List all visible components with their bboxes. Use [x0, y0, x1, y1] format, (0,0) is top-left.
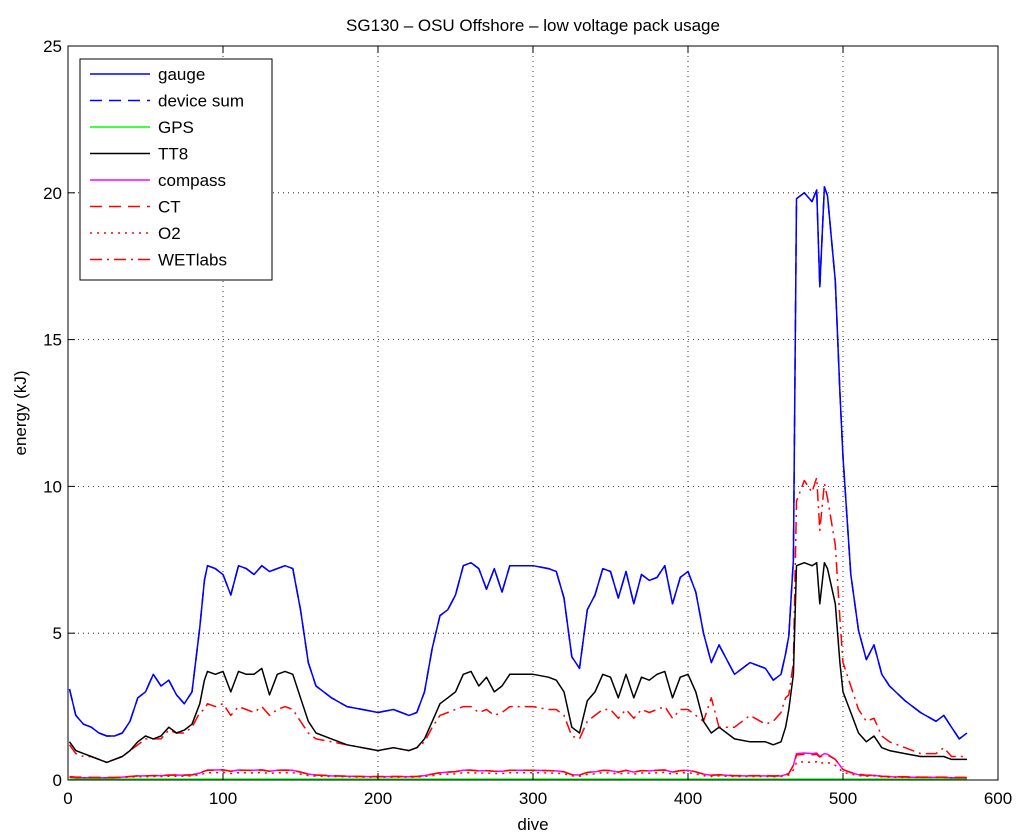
y-tick-label: 0: [53, 771, 62, 790]
series-line-gauge: [68, 186, 968, 740]
series-line-wetlabs: [68, 476, 967, 764]
legend-label: O2: [158, 224, 181, 243]
series-layer: [68, 186, 968, 780]
legend-box: [79, 58, 273, 281]
x-axis-label: dive: [517, 815, 548, 834]
x-tick-label: 300: [519, 789, 547, 808]
legend-label: compass: [158, 171, 226, 190]
x-tick-label: 100: [209, 789, 237, 808]
y-tick-label: 10: [43, 477, 62, 496]
y-tick-label: 15: [43, 331, 62, 350]
x-tick-label: 200: [364, 789, 392, 808]
y-tick-label: 20: [43, 184, 62, 203]
x-tick-label: 0: [63, 789, 72, 808]
series-line-ct: [69, 753, 967, 779]
series-line-tt8: [68, 561, 967, 764]
y-axis-label: energy (kJ): [11, 370, 30, 455]
x-tick-label: 400: [674, 789, 702, 808]
legend-label: WETlabs: [158, 251, 227, 270]
x-tick-label: 500: [829, 789, 857, 808]
y-tick-label: 25: [43, 37, 62, 56]
ticks: 0 100 200 300 400 500 600 0 5 10 15 20 25: [43, 37, 1012, 808]
legend-label: gauge: [158, 65, 205, 84]
legend-label: GPS: [158, 118, 194, 137]
chart-title: SG130 – OSU Offshore – low voltage pack …: [346, 16, 720, 35]
x-tick-label: 600: [984, 789, 1012, 808]
legend-label: CT: [158, 198, 181, 217]
legend-label: device sum: [158, 92, 244, 111]
legend-label: TT8: [158, 145, 188, 164]
y-tick-label: 5: [53, 624, 62, 643]
legend: gauge device sum GPS TT8 compass CT O2 WETlabs: [79, 58, 273, 281]
